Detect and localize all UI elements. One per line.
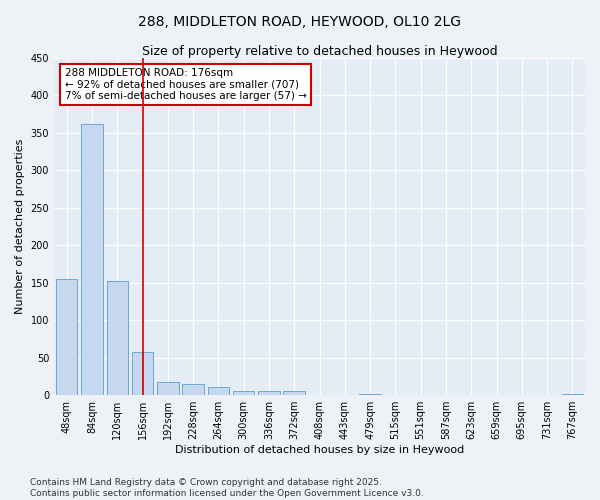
Bar: [81, 124, 103, 395]
Bar: [283, 392, 305, 395]
Title: Size of property relative to detached houses in Heywood: Size of property relative to detached ho…: [142, 45, 497, 58]
Bar: [132, 352, 153, 395]
Bar: [208, 387, 229, 395]
Bar: [562, 394, 583, 395]
Y-axis label: Number of detached properties: Number of detached properties: [15, 139, 25, 314]
Bar: [258, 392, 280, 395]
Text: Contains HM Land Registry data © Crown copyright and database right 2025.
Contai: Contains HM Land Registry data © Crown c…: [30, 478, 424, 498]
Text: 288, MIDDLETON ROAD, HEYWOOD, OL10 2LG: 288, MIDDLETON ROAD, HEYWOOD, OL10 2LG: [139, 15, 461, 29]
Bar: [157, 382, 179, 395]
Bar: [182, 384, 204, 395]
Text: 288 MIDDLETON ROAD: 176sqm
← 92% of detached houses are smaller (707)
7% of semi: 288 MIDDLETON ROAD: 176sqm ← 92% of deta…: [65, 68, 307, 102]
Bar: [359, 394, 381, 395]
Bar: [56, 279, 77, 395]
Bar: [233, 390, 254, 395]
Bar: [107, 280, 128, 395]
X-axis label: Distribution of detached houses by size in Heywood: Distribution of detached houses by size …: [175, 445, 464, 455]
